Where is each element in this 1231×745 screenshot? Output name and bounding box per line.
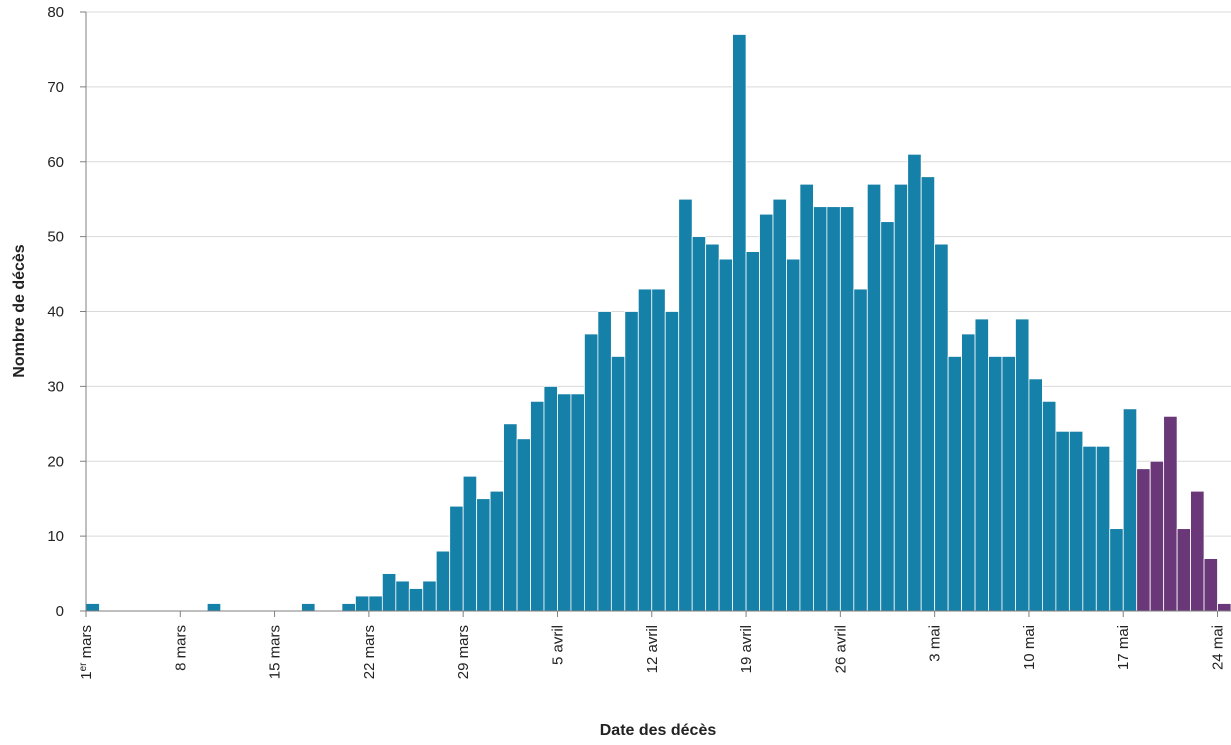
bar (678, 198, 693, 612)
bar (705, 243, 720, 612)
bar (516, 438, 531, 612)
bar (947, 356, 962, 612)
bar (732, 34, 747, 612)
bar (988, 356, 1003, 612)
bar-provisional (1217, 603, 1231, 612)
bar (1068, 430, 1084, 612)
bar (530, 400, 545, 612)
bar (381, 573, 397, 612)
bar (503, 423, 518, 612)
bar (664, 311, 680, 612)
bar (597, 311, 612, 612)
bar-provisional (1203, 558, 1218, 612)
bar (624, 311, 639, 612)
x-tick-label: 17 mai (1115, 625, 1132, 670)
bar (651, 288, 666, 612)
bar (974, 318, 989, 612)
bar (1082, 445, 1097, 612)
bar (759, 213, 774, 612)
bar (341, 603, 356, 612)
bar (206, 603, 222, 612)
bar (799, 183, 814, 612)
bar (301, 603, 316, 612)
y-tick-label: 40 (47, 304, 64, 321)
y-tick-label: 20 (47, 453, 64, 470)
y-tick-label: 50 (47, 229, 64, 246)
bar (920, 176, 936, 612)
bar (813, 206, 828, 612)
y-tick-label: 0 (56, 603, 64, 620)
bar (355, 595, 370, 612)
bar (1095, 445, 1111, 612)
bar-provisional (1176, 528, 1191, 612)
bar (462, 475, 478, 612)
bar (1042, 400, 1057, 612)
bar (839, 206, 855, 612)
bar (422, 580, 437, 612)
bar (476, 498, 491, 612)
y-tick-label: 30 (47, 378, 64, 395)
bar (691, 236, 707, 612)
bar (610, 356, 626, 612)
bar (543, 385, 558, 612)
x-tick-label: 26 avril (832, 625, 849, 673)
y-tick-label: 80 (47, 4, 64, 21)
bar (745, 251, 760, 612)
x-axis-title: Date des décès (600, 722, 717, 739)
y-tick-label: 70 (47, 79, 64, 96)
bar (786, 258, 801, 612)
x-tick-label: 5 avril (549, 625, 566, 665)
bar (1015, 318, 1030, 612)
x-tick-label: 19 avril (738, 625, 755, 673)
axes (80, 11, 1231, 617)
x-tick-label: 3 mai (927, 625, 944, 662)
bar (1055, 430, 1070, 612)
bar (1028, 378, 1043, 612)
bar (449, 505, 464, 612)
bar (880, 221, 895, 612)
bar (1122, 408, 1138, 612)
bar (557, 393, 572, 612)
bar (85, 603, 100, 612)
bar (1109, 528, 1124, 612)
bars (85, 34, 1231, 612)
bar (961, 333, 976, 612)
bar-provisional (1149, 460, 1165, 612)
bar (408, 588, 424, 612)
bar (853, 288, 868, 612)
bar (893, 183, 909, 612)
tick-labels: 0 10 20 30 40 50 60 70 80 1er mars 8 mars 15 mars 22… (47, 4, 1226, 680)
bar (395, 580, 410, 612)
x-tick-label: 24 mai (1210, 625, 1227, 670)
x-tick-label: 10 mai (1021, 625, 1038, 670)
x-tick-label: 29 mars (455, 625, 472, 679)
x-tick-label: 12 avril (644, 625, 661, 673)
bar (866, 183, 882, 612)
bar (435, 550, 451, 612)
bar (368, 595, 383, 612)
y-tick-label: 60 (47, 154, 64, 171)
bar (584, 333, 599, 612)
bar (718, 258, 733, 612)
bar (907, 153, 922, 612)
bar-provisional (1136, 468, 1151, 612)
y-axis-title: Nombre de décès (11, 244, 28, 377)
x-tick-label: 22 mars (361, 625, 378, 679)
bar (637, 288, 653, 612)
bar-provisional (1163, 415, 1178, 612)
bar (772, 198, 787, 612)
bar (1001, 356, 1016, 612)
bar-provisional (1190, 490, 1205, 612)
x-tick-label: 1er mars (78, 625, 96, 680)
x-tick-label: 15 mars (267, 625, 284, 679)
bar (826, 206, 841, 612)
bar (934, 243, 949, 612)
bar (489, 490, 504, 612)
y-tick-label: 10 (47, 528, 64, 545)
x-tick-label: 8 mars (172, 625, 189, 671)
bar (570, 393, 585, 612)
